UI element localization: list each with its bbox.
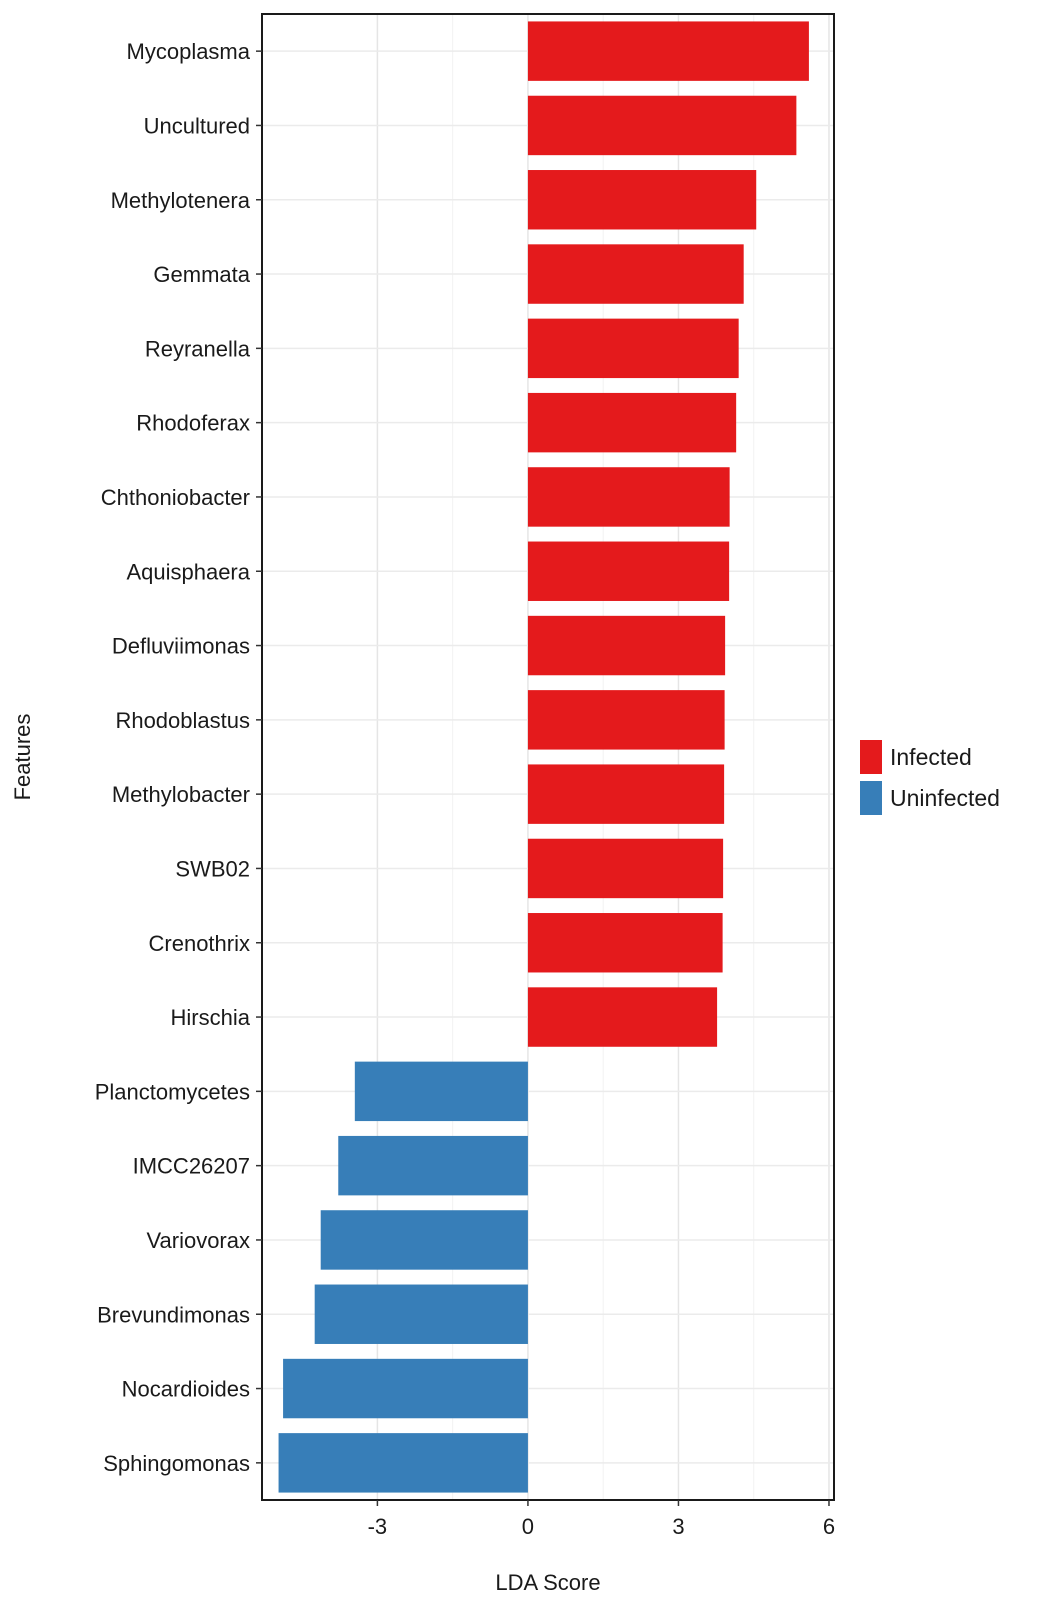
y-tick-label: Aquisphaera <box>126 559 250 584</box>
y-tick-label: SWB02 <box>175 856 250 881</box>
bar-defluviimonas <box>527 615 726 676</box>
bar-methylotenera <box>527 170 757 230</box>
bar-planctomycetes <box>354 1061 528 1122</box>
bar-swb02 <box>527 838 724 899</box>
y-tick-label: Defluviimonas <box>112 634 250 659</box>
bar-reyranella <box>527 318 739 379</box>
bar-variovorax <box>320 1210 528 1270</box>
plot-border <box>261 13 835 1501</box>
bar-sphingomonas <box>278 1433 528 1493</box>
y-tick-label: Rhodoferax <box>136 411 250 436</box>
y-tick-label: Variovorax <box>146 1228 250 1253</box>
y-tick-label: Methylobacter <box>112 782 250 807</box>
y-tick-label: Brevundimonas <box>97 1302 250 1327</box>
y-tick-label: Uncultured <box>144 113 250 138</box>
bar-mycoplasma <box>527 21 809 81</box>
y-tick-label: Chthoniobacter <box>101 485 250 510</box>
bar-nocardioides <box>283 1358 528 1419</box>
y-tick-label: Planctomycetes <box>95 1079 250 1104</box>
x-axis-title: LDA Score <box>495 1570 600 1595</box>
bar-rhodoferax <box>527 392 737 453</box>
legend-key-infected <box>860 740 882 774</box>
y-tick-label: Gemmata <box>153 262 250 287</box>
bar-brevundimonas <box>314 1284 528 1344</box>
y-tick-label: Reyranella <box>145 336 251 361</box>
plot-panel <box>262 14 834 1500</box>
bar-hirschia <box>527 987 718 1047</box>
bar-rhodoblastus <box>527 690 725 750</box>
y-tick-label: Hirschia <box>171 1005 251 1030</box>
legend-label-uninfected: Uninfected <box>890 785 1000 811</box>
y-axis-title: Features <box>10 714 35 801</box>
y-tick-label: IMCC26207 <box>133 1154 250 1179</box>
y-tick-label: Nocardioides <box>122 1377 250 1402</box>
x-tick-label: 3 <box>672 1514 684 1539</box>
bar-chthoniobacter <box>527 467 730 527</box>
bar-gemmata <box>527 244 744 304</box>
bar-methylobacter <box>527 764 725 824</box>
y-tick-label: Sphingomonas <box>103 1451 250 1476</box>
x-tick-label: -3 <box>368 1514 388 1539</box>
y-tick-label: Rhodoblastus <box>115 708 250 733</box>
bar-imcc26207 <box>338 1135 528 1196</box>
y-tick-label: Methylotenera <box>111 188 251 213</box>
bar-aquisphaera <box>527 541 730 601</box>
y-tick-label: Crenothrix <box>149 931 250 956</box>
legend-label-infected: Infected <box>890 744 972 770</box>
y-tick-label: Mycoplasma <box>127 39 251 64</box>
x-tick-label: 0 <box>522 1514 534 1539</box>
bar-crenothrix <box>527 913 723 973</box>
legend-key-uninfected <box>860 781 882 815</box>
x-tick-label: 6 <box>823 1514 835 1539</box>
bar-uncultured <box>527 95 797 156</box>
